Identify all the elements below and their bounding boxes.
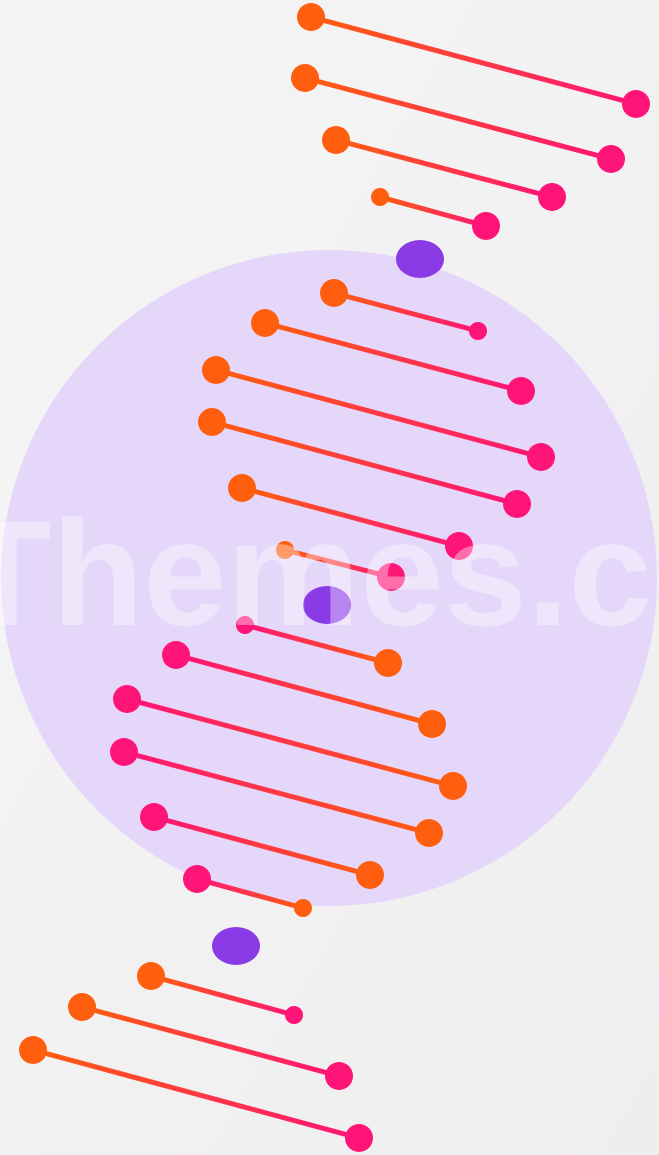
strand-end (345, 1124, 373, 1152)
strand-end (472, 212, 500, 240)
strand-end (294, 899, 312, 917)
watermark: Themes.c (0, 489, 652, 657)
strand-end (507, 377, 535, 405)
strand-end (320, 279, 348, 307)
page: Themes.c (() => { const data = JSON.pars… (0, 0, 659, 1155)
strand-end (183, 865, 211, 893)
strand-end (19, 1036, 47, 1064)
dna-illustration: Themes.c (0, 0, 659, 1155)
strand-end (418, 710, 446, 738)
base-node (212, 927, 260, 965)
strand-end (439, 772, 467, 800)
strand-end (251, 309, 279, 337)
strand-end (285, 1006, 303, 1024)
strand-end (538, 183, 566, 211)
strand-end (356, 861, 384, 889)
strand-end (622, 90, 650, 118)
strand-end (113, 685, 141, 713)
strand-end (527, 443, 555, 471)
strand-end (137, 962, 165, 990)
strand-end (597, 145, 625, 173)
strand-end (297, 3, 325, 31)
base-node (396, 240, 444, 278)
strand-end (202, 356, 230, 384)
strand-end (325, 1062, 353, 1090)
strand-end (198, 408, 226, 436)
strand-end (322, 126, 350, 154)
strand-end (110, 738, 138, 766)
strand-end (415, 819, 443, 847)
strand-end (371, 188, 389, 206)
strand-end (291, 64, 319, 92)
strand-end (68, 993, 96, 1021)
strand-end (469, 322, 487, 340)
strand-end (140, 803, 168, 831)
